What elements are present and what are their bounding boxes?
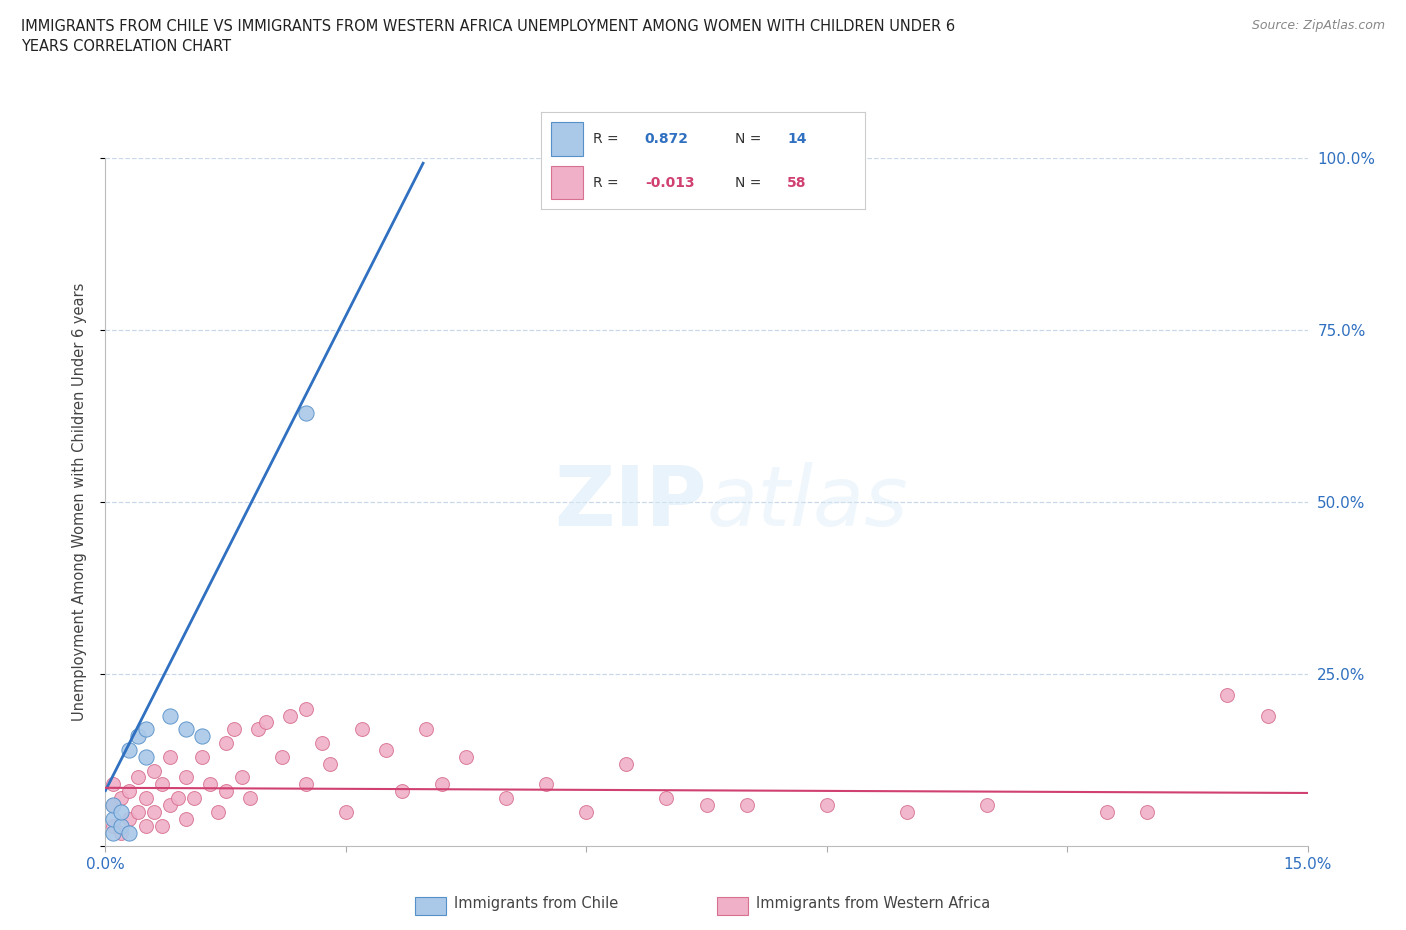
Point (110, 818, 132, 833)
Point (350, 722, 373, 737)
Point (183, 790, 205, 805)
Point (254, 715, 277, 730)
Point (1216, 687, 1239, 702)
Point (166, 790, 188, 805)
Point (142, 804, 165, 819)
Text: R =: R = (593, 132, 623, 146)
Text: YEARS CORRELATION CHART: YEARS CORRELATION CHART (21, 39, 231, 54)
Text: 58: 58 (787, 176, 807, 190)
Point (198, 777, 221, 791)
Point (415, 722, 437, 737)
Point (174, 722, 197, 737)
Point (103, 811, 125, 826)
Point (127, 804, 149, 819)
Text: Immigrants from Western Africa: Immigrants from Western Africa (756, 897, 991, 911)
Point (118, 811, 141, 826)
Point (231, 770, 253, 785)
Point (118, 784, 141, 799)
Point (239, 790, 262, 805)
Point (190, 729, 212, 744)
Point (976, 798, 998, 813)
Point (270, 750, 292, 764)
Point (110, 804, 132, 819)
Point (391, 784, 413, 799)
Point (135, 722, 157, 737)
Point (295, 701, 318, 716)
Point (214, 784, 236, 799)
Bar (551, 123, 583, 155)
Point (103, 798, 125, 813)
Point (207, 804, 229, 819)
Y-axis label: Unemployment Among Women with Children Under 6 years: Unemployment Among Women with Children U… (72, 283, 87, 722)
Point (174, 770, 197, 785)
Point (278, 708, 301, 723)
Point (374, 742, 398, 757)
Text: N =: N = (735, 132, 766, 146)
Point (534, 777, 557, 791)
Point (110, 825, 132, 840)
Point (335, 804, 357, 819)
Point (159, 708, 181, 723)
Point (174, 811, 197, 826)
Point (311, 736, 333, 751)
Point (150, 777, 173, 791)
Text: Source: ZipAtlas.com: Source: ZipAtlas.com (1251, 19, 1385, 32)
Point (1136, 804, 1159, 819)
Point (127, 729, 149, 744)
Point (110, 790, 132, 805)
Point (1097, 804, 1119, 819)
Point (103, 777, 125, 791)
Point (696, 798, 718, 813)
Point (150, 818, 173, 833)
Point (222, 722, 245, 737)
Point (214, 736, 236, 751)
Point (430, 777, 453, 791)
Point (896, 804, 918, 819)
Point (246, 722, 269, 737)
Text: 0.872: 0.872 (645, 132, 689, 146)
Point (190, 750, 212, 764)
Text: N =: N = (735, 176, 766, 190)
Point (295, 777, 318, 791)
Point (103, 825, 125, 840)
Text: 14: 14 (787, 132, 807, 146)
Point (159, 750, 181, 764)
Point (1257, 708, 1279, 723)
Text: atlas: atlas (707, 461, 908, 543)
Point (815, 798, 838, 813)
Point (159, 798, 181, 813)
Point (135, 818, 157, 833)
Point (103, 798, 125, 813)
Point (319, 756, 342, 771)
Point (118, 825, 141, 840)
Bar (551, 166, 583, 200)
Point (135, 790, 157, 805)
Text: ZIP: ZIP (554, 461, 707, 543)
Text: Immigrants from Chile: Immigrants from Chile (454, 897, 619, 911)
Point (103, 818, 125, 833)
Point (495, 790, 517, 805)
Text: -0.013: -0.013 (645, 176, 695, 190)
Point (127, 770, 149, 785)
Text: R =: R = (593, 176, 623, 190)
Point (575, 804, 598, 819)
Point (655, 790, 678, 805)
Point (142, 764, 165, 778)
Point (735, 798, 758, 813)
Point (135, 750, 157, 764)
Point (295, 405, 318, 420)
Point (616, 756, 638, 771)
Point (454, 750, 477, 764)
Point (118, 742, 141, 757)
Text: IMMIGRANTS FROM CHILE VS IMMIGRANTS FROM WESTERN AFRICA UNEMPLOYMENT AMONG WOMEN: IMMIGRANTS FROM CHILE VS IMMIGRANTS FROM… (21, 19, 955, 33)
